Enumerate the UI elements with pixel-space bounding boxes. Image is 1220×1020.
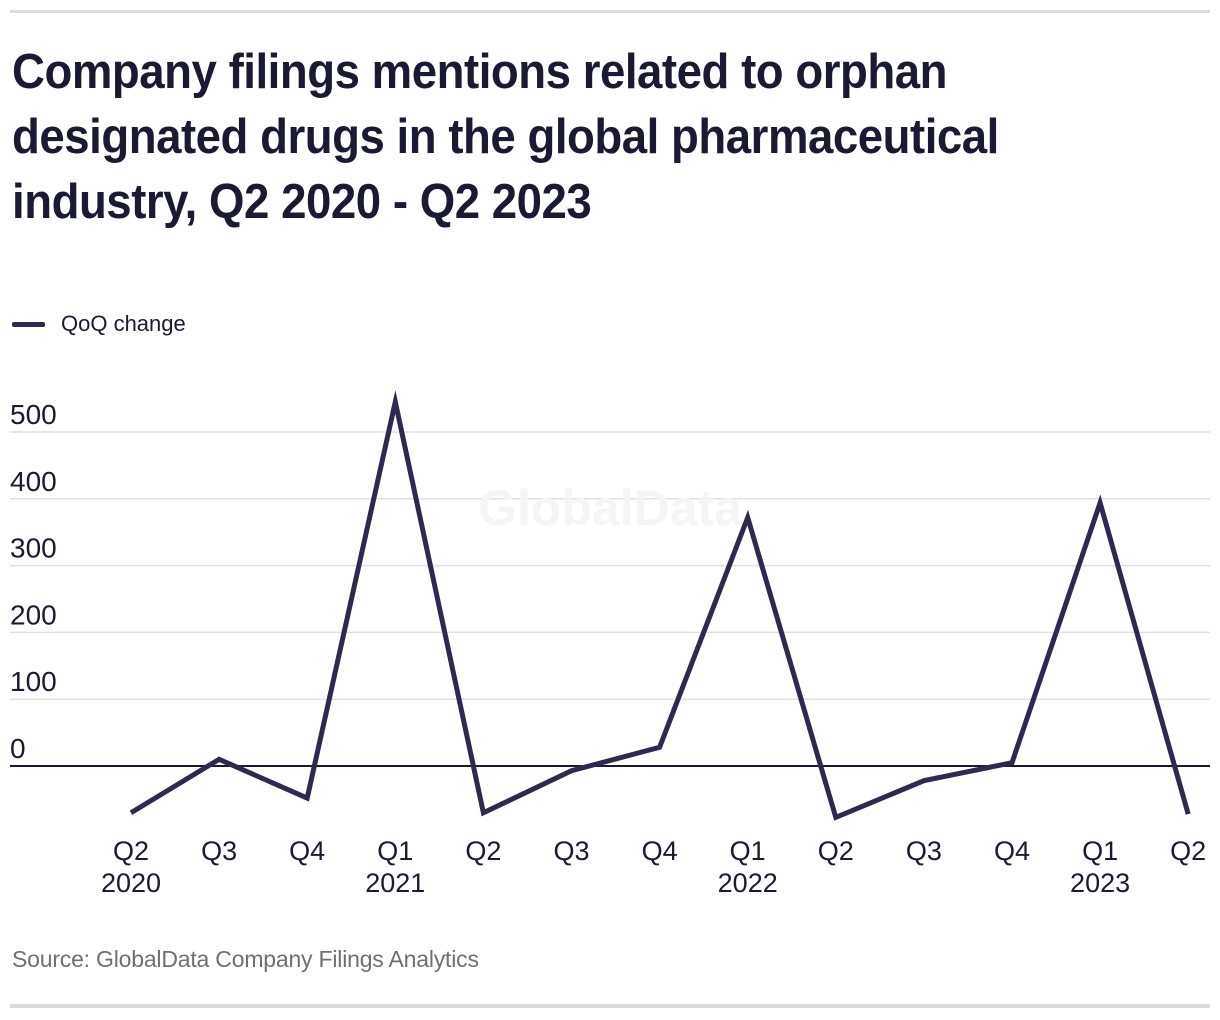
chart-title-line-2: designated drugs in the global pharmaceu… xyxy=(12,110,999,164)
x-tick-label-4: Q2 xyxy=(465,836,501,866)
y-tick-label-400: 400 xyxy=(10,466,57,497)
source-note: Source: GlobalData Company Filings Analy… xyxy=(12,946,479,972)
x-tick-label-12: Q2 xyxy=(1170,836,1206,866)
y-tick-label-100: 100 xyxy=(10,666,57,697)
x-year-label-2020: 2020 xyxy=(101,868,161,898)
qoq-change-line xyxy=(129,390,1191,821)
top-divider xyxy=(10,10,1210,13)
x-tick-label-2: Q4 xyxy=(289,836,325,866)
x-year-label-2023: 2023 xyxy=(1070,868,1130,898)
y-tick-label-0: 0 xyxy=(10,733,26,764)
x-tick-label-10: Q4 xyxy=(994,836,1030,866)
legend-label: QoQ change xyxy=(61,311,186,336)
chart-title: Company filings mentions related to orph… xyxy=(12,40,1128,235)
x-year-label-2021: 2021 xyxy=(365,868,425,898)
x-tick-label-5: Q3 xyxy=(553,836,589,866)
x-tick-label-6: Q4 xyxy=(642,836,678,866)
y-tick-label-300: 300 xyxy=(10,533,57,564)
qoq-line-chart: GlobalData 0 100 200 300 400 500 Q2 Q3 Q4 Q1 Q2 Q3 Q4… xyxy=(10,390,1210,898)
chart-title-line-1: Company filings mentions related to orph… xyxy=(12,45,947,99)
x-tick-label-0: Q2 xyxy=(113,836,149,866)
x-tick-label-1: Q3 xyxy=(201,836,237,866)
legend-line-swatch xyxy=(12,321,45,327)
x-tick-label-9: Q3 xyxy=(906,836,942,866)
legend: QoQ change xyxy=(12,311,186,337)
x-tick-label-8: Q2 xyxy=(818,836,854,866)
watermark-text: GlobalData xyxy=(478,480,743,536)
y-tick-label-200: 200 xyxy=(10,599,57,630)
bottom-divider xyxy=(10,1004,1210,1008)
chart-title-line-3: industry, Q2 2020 - Q2 2023 xyxy=(12,175,592,229)
x-year-label-2022: 2022 xyxy=(718,868,778,898)
x-tick-label-11: Q1 xyxy=(1082,836,1118,866)
x-tick-label-3: Q1 xyxy=(377,836,413,866)
x-tick-label-7: Q1 xyxy=(730,836,766,866)
y-tick-label-500: 500 xyxy=(10,399,57,430)
